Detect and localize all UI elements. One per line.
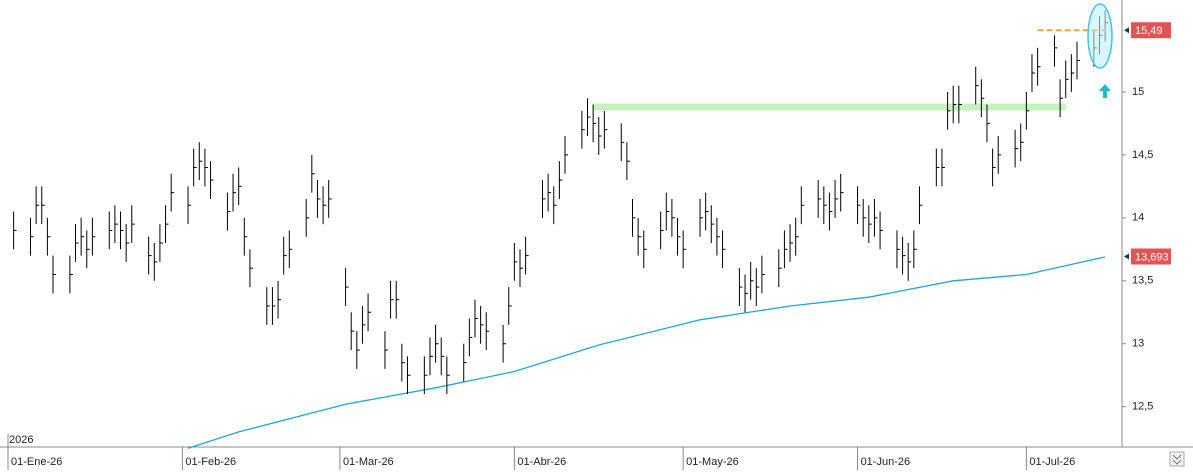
y-tick-label: 13,5 (1132, 275, 1153, 287)
price-label: 15,49 (1135, 25, 1163, 37)
moving-average (187, 256, 1106, 449)
y-tick-label: 13 (1132, 338, 1144, 350)
x-tick-label: 01-Mar-26 (343, 456, 394, 468)
y-tick-label: 15 (1132, 86, 1144, 98)
y-tick-label: 14,5 (1132, 149, 1153, 161)
price-label-box (1131, 22, 1171, 39)
y-tick-label: 14 (1132, 212, 1144, 224)
year-label: 2026 (9, 434, 33, 446)
price-label: 13,693 (1135, 251, 1169, 263)
x-tick-label: 01-Feb-26 (185, 456, 236, 468)
x-tick-label: 01-Ene-26 (11, 456, 62, 468)
highlight-ellipse (1087, 3, 1113, 69)
price-pointer (1124, 253, 1129, 260)
x-tick-label: 01-Jun-26 (861, 456, 911, 468)
x-tick-label: 01-Abr-26 (517, 456, 566, 468)
scroll-icon (1172, 454, 1182, 465)
x-tick-label: 01-Jul-26 (1029, 456, 1075, 468)
price-label-box (1131, 248, 1171, 265)
price-pointer (1124, 27, 1129, 34)
up-arrow (1099, 84, 1111, 98)
x-tick-label: 01-May-26 (686, 456, 739, 468)
y-tick-label: 12,5 (1132, 401, 1153, 413)
